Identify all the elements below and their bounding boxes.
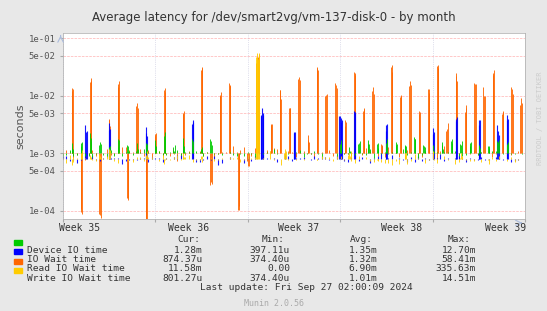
Text: Week 38: Week 38 [381, 223, 423, 233]
Text: RRDTOOL / TOBI OETIKER: RRDTOOL / TOBI OETIKER [537, 72, 543, 165]
Text: 14.51m: 14.51m [441, 274, 476, 283]
Text: 12.70m: 12.70m [441, 246, 476, 255]
Text: Write IO Wait time: Write IO Wait time [27, 274, 130, 283]
Text: 58.41m: 58.41m [441, 255, 476, 264]
Text: Avg:: Avg: [350, 235, 373, 244]
Text: 374.40u: 374.40u [249, 274, 290, 283]
Text: Read IO Wait time: Read IO Wait time [27, 264, 125, 273]
Text: Min:: Min: [262, 235, 285, 244]
Text: 11.58m: 11.58m [168, 264, 202, 273]
Text: 374.40u: 374.40u [249, 255, 290, 264]
Text: Last update: Fri Sep 27 02:00:09 2024: Last update: Fri Sep 27 02:00:09 2024 [200, 283, 412, 292]
Text: Average latency for /dev/smart2vg/vm-137-disk-0 - by month: Average latency for /dev/smart2vg/vm-137… [92, 11, 455, 24]
Text: 1.32m: 1.32m [348, 255, 377, 264]
Text: Munin 2.0.56: Munin 2.0.56 [243, 299, 304, 308]
Text: Week 37: Week 37 [277, 223, 319, 233]
Y-axis label: seconds: seconds [16, 103, 26, 149]
Text: Week 35: Week 35 [59, 223, 100, 233]
Text: 1.28m: 1.28m [173, 246, 202, 255]
Text: 335.63m: 335.63m [435, 264, 476, 273]
Text: Week 36: Week 36 [168, 223, 210, 233]
Text: 397.11u: 397.11u [249, 246, 290, 255]
Text: 1.35m: 1.35m [348, 246, 377, 255]
Text: IO Wait time: IO Wait time [27, 255, 96, 264]
Text: Max:: Max: [448, 235, 471, 244]
Text: Device IO time: Device IO time [27, 246, 107, 255]
Text: Week 39: Week 39 [485, 223, 527, 233]
Text: 6.90m: 6.90m [348, 264, 377, 273]
Text: 0.00: 0.00 [267, 264, 290, 273]
Text: 1.01m: 1.01m [348, 274, 377, 283]
Text: 874.37u: 874.37u [162, 255, 202, 264]
Text: Cur:: Cur: [177, 235, 200, 244]
Text: 801.27u: 801.27u [162, 274, 202, 283]
